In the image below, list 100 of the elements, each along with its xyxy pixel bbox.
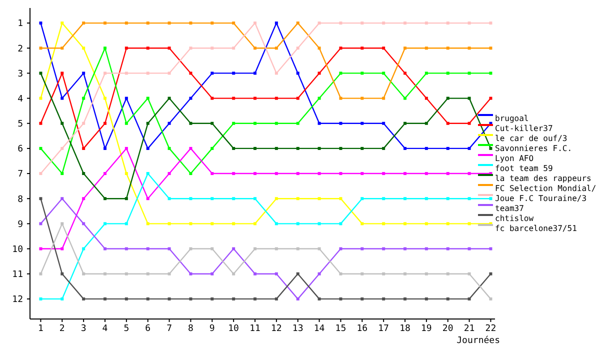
point	[296, 72, 300, 75]
point	[254, 22, 256, 25]
point	[318, 72, 321, 75]
point	[339, 297, 342, 300]
point	[274, 247, 278, 250]
point	[489, 146, 492, 150]
point	[104, 146, 106, 150]
point	[360, 22, 364, 25]
point	[189, 172, 192, 176]
point	[339, 272, 342, 276]
point	[124, 172, 128, 176]
point	[404, 96, 406, 100]
point	[404, 297, 406, 300]
point	[82, 96, 86, 100]
point	[489, 96, 492, 100]
point	[360, 46, 364, 50]
point	[124, 146, 128, 150]
point	[82, 46, 86, 50]
point	[318, 272, 321, 276]
x-tick-label: 14	[314, 324, 325, 334]
point	[39, 172, 42, 176]
point	[424, 122, 428, 125]
point	[254, 247, 256, 250]
x-tick-label: 22	[485, 324, 496, 334]
point	[318, 297, 321, 300]
point	[146, 197, 150, 200]
point	[146, 172, 150, 176]
point	[296, 172, 300, 176]
x-tick-label: 2	[59, 324, 65, 334]
point	[124, 122, 128, 125]
point	[210, 247, 214, 250]
point	[210, 197, 214, 200]
point	[232, 146, 236, 150]
point	[446, 222, 450, 226]
point	[254, 172, 256, 176]
point	[424, 172, 428, 176]
point	[424, 297, 428, 300]
point	[189, 222, 192, 226]
point	[382, 122, 386, 125]
x-tick-label: 16	[356, 324, 368, 334]
point	[404, 46, 406, 50]
point	[146, 247, 150, 250]
point	[424, 46, 428, 50]
point	[189, 197, 192, 200]
point	[104, 247, 106, 250]
point	[318, 172, 321, 176]
point	[104, 297, 106, 300]
point	[296, 272, 300, 276]
legend-label: team37	[495, 204, 524, 213]
x-tick-label: 7	[166, 324, 172, 334]
point	[168, 22, 171, 25]
point	[168, 222, 171, 226]
point	[468, 46, 471, 50]
point	[468, 122, 471, 125]
point	[339, 247, 342, 250]
point	[39, 247, 42, 250]
point	[468, 297, 471, 300]
point	[424, 222, 428, 226]
legend-label: Cut-killer37	[495, 124, 553, 133]
point	[124, 46, 128, 50]
point	[468, 172, 471, 176]
point	[446, 297, 450, 300]
point	[39, 96, 42, 100]
point	[189, 22, 192, 25]
point	[254, 122, 256, 125]
point	[39, 146, 42, 150]
line-series	[39, 197, 492, 300]
point	[339, 197, 342, 200]
point	[318, 122, 321, 125]
point	[254, 222, 256, 226]
point	[318, 222, 321, 226]
point	[146, 22, 150, 25]
y-tick-label: 8	[18, 194, 23, 205]
point	[296, 46, 300, 50]
point	[254, 72, 256, 75]
x-tick-label: 12	[271, 324, 282, 334]
point	[210, 272, 214, 276]
point	[124, 297, 128, 300]
point	[168, 172, 171, 176]
point	[189, 122, 192, 125]
point	[424, 197, 428, 200]
legend-label: le car de ouf/3	[495, 134, 568, 143]
point	[360, 247, 364, 250]
point	[468, 146, 471, 150]
point	[339, 96, 342, 100]
point	[189, 247, 192, 250]
point	[339, 72, 342, 75]
point	[468, 96, 471, 100]
x-tick-label: 8	[188, 324, 194, 334]
point	[489, 247, 492, 250]
point	[274, 22, 278, 25]
y-tick-label: 11	[12, 270, 23, 280]
point	[468, 72, 471, 75]
point	[339, 172, 342, 176]
point	[489, 272, 492, 276]
point	[424, 72, 428, 75]
y-tick-label: 1	[18, 19, 23, 30]
legend-label: FC Selection Mondial/	[495, 184, 596, 193]
x-tick-label: 9	[209, 324, 215, 334]
point	[446, 247, 450, 250]
